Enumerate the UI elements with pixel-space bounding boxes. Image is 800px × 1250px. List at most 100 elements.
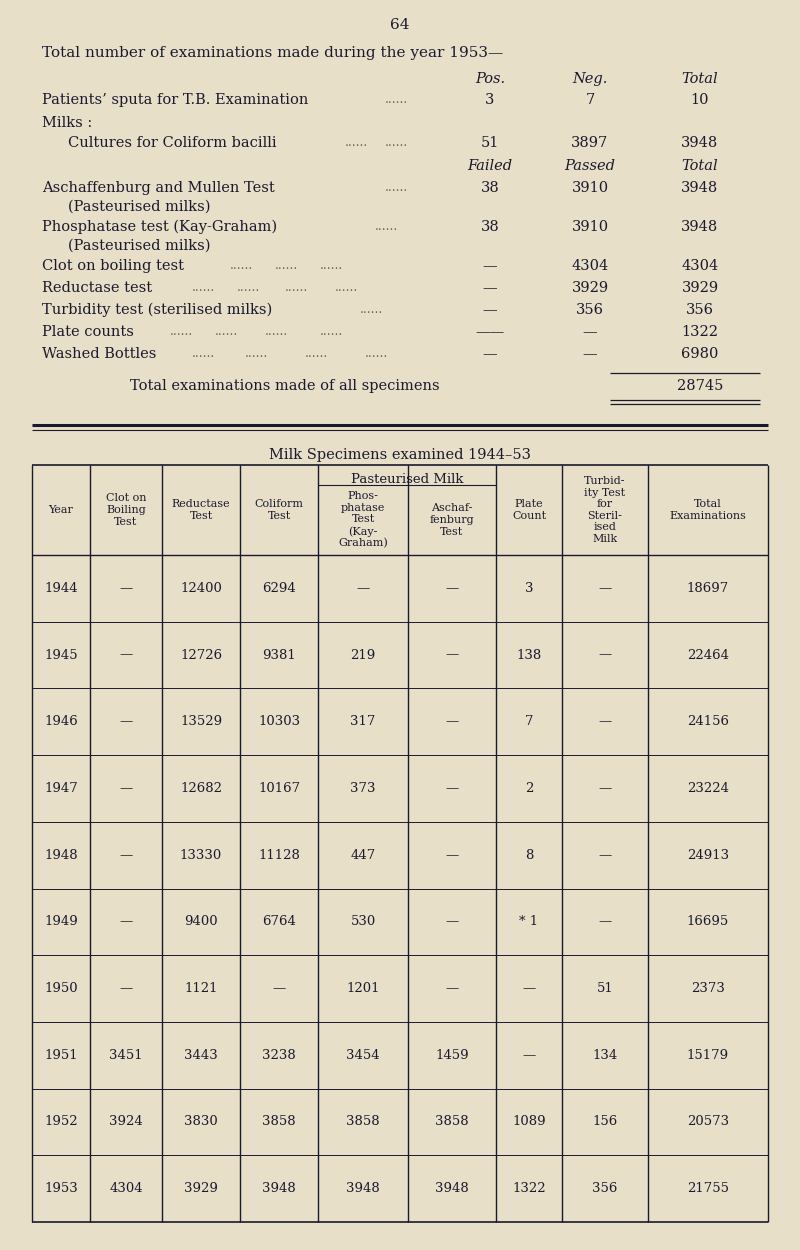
Text: ......: ...... xyxy=(170,325,194,338)
Text: Passed: Passed xyxy=(565,159,615,172)
Text: 10: 10 xyxy=(690,92,710,108)
Text: 3897: 3897 xyxy=(571,136,609,150)
Text: ......: ...... xyxy=(345,136,368,149)
Text: 3910: 3910 xyxy=(571,181,609,195)
Text: 1949: 1949 xyxy=(44,915,78,929)
Text: Turbid-
ity Test
for
Steril-
ised
Milk: Turbid- ity Test for Steril- ised Milk xyxy=(584,476,626,544)
Text: 1952: 1952 xyxy=(44,1115,78,1129)
Text: 356: 356 xyxy=(686,302,714,318)
Text: —: — xyxy=(356,581,370,595)
Text: Pasteurised Milk: Pasteurised Milk xyxy=(350,472,463,486)
Text: 7: 7 xyxy=(525,715,534,729)
Text: —: — xyxy=(598,649,612,661)
Text: 3948: 3948 xyxy=(682,136,718,150)
Text: 3: 3 xyxy=(525,581,534,595)
Text: —: — xyxy=(446,915,458,929)
Text: ......: ...... xyxy=(375,220,398,232)
Text: Patients’ sputa for T.B. Examination: Patients’ sputa for T.B. Examination xyxy=(42,92,308,108)
Text: —: — xyxy=(119,849,133,861)
Text: —: — xyxy=(598,715,612,729)
Text: —: — xyxy=(119,915,133,929)
Text: —: — xyxy=(446,649,458,661)
Text: 3454: 3454 xyxy=(346,1049,380,1061)
Text: 13529: 13529 xyxy=(180,715,222,729)
Text: 24156: 24156 xyxy=(687,715,729,729)
Text: 12682: 12682 xyxy=(180,782,222,795)
Text: —: — xyxy=(482,259,498,272)
Text: ......: ...... xyxy=(265,325,288,338)
Text: 447: 447 xyxy=(350,849,376,861)
Text: —: — xyxy=(582,325,598,339)
Text: 51: 51 xyxy=(597,982,614,995)
Text: —: — xyxy=(522,1049,536,1061)
Text: 21755: 21755 xyxy=(687,1182,729,1195)
Text: Clot on
Boiling
Test: Clot on Boiling Test xyxy=(106,494,146,526)
Text: 3929: 3929 xyxy=(571,281,609,295)
Text: 3238: 3238 xyxy=(262,1049,296,1061)
Text: 530: 530 xyxy=(350,915,376,929)
Text: 1459: 1459 xyxy=(435,1049,469,1061)
Text: ......: ...... xyxy=(385,181,408,194)
Text: 24913: 24913 xyxy=(687,849,729,861)
Text: 1121: 1121 xyxy=(184,982,218,995)
Text: —: — xyxy=(446,782,458,795)
Text: 219: 219 xyxy=(350,649,376,661)
Text: 8: 8 xyxy=(525,849,533,861)
Text: ......: ...... xyxy=(230,259,254,272)
Text: 4304: 4304 xyxy=(571,259,609,272)
Text: 2: 2 xyxy=(525,782,533,795)
Text: 1950: 1950 xyxy=(44,982,78,995)
Text: Total
Examinations: Total Examinations xyxy=(670,499,746,521)
Text: 18697: 18697 xyxy=(687,581,729,595)
Text: Total number of examinations made during the year 1953—: Total number of examinations made during… xyxy=(42,46,503,60)
Text: Plate counts: Plate counts xyxy=(42,325,134,339)
Text: 9381: 9381 xyxy=(262,649,296,661)
Text: 11128: 11128 xyxy=(258,849,300,861)
Text: 1948: 1948 xyxy=(44,849,78,861)
Text: 1089: 1089 xyxy=(512,1115,546,1129)
Text: ......: ...... xyxy=(335,281,358,294)
Text: Plate
Count: Plate Count xyxy=(512,499,546,521)
Text: Milk Specimens examined 1944–53: Milk Specimens examined 1944–53 xyxy=(269,448,531,462)
Text: ......: ...... xyxy=(237,281,260,294)
Text: 22464: 22464 xyxy=(687,649,729,661)
Text: 3924: 3924 xyxy=(109,1115,143,1129)
Text: ......: ...... xyxy=(215,325,238,338)
Text: 1201: 1201 xyxy=(346,982,380,995)
Text: ......: ...... xyxy=(385,136,408,149)
Text: 3948: 3948 xyxy=(262,1182,296,1195)
Text: Phosphatase test (Kay-Graham): Phosphatase test (Kay-Graham) xyxy=(42,220,277,235)
Text: 3830: 3830 xyxy=(184,1115,218,1129)
Text: —: — xyxy=(119,982,133,995)
Text: 1322: 1322 xyxy=(512,1182,546,1195)
Text: Turbidity test (sterilised milks): Turbidity test (sterilised milks) xyxy=(42,302,272,318)
Text: 3858: 3858 xyxy=(346,1115,380,1129)
Text: —: — xyxy=(446,581,458,595)
Text: 317: 317 xyxy=(350,715,376,729)
Text: Total: Total xyxy=(682,72,718,86)
Text: 6764: 6764 xyxy=(262,915,296,929)
Text: ......: ...... xyxy=(385,92,408,106)
Text: 15179: 15179 xyxy=(687,1049,729,1061)
Text: —: — xyxy=(272,982,286,995)
Text: 373: 373 xyxy=(350,782,376,795)
Text: Failed: Failed xyxy=(467,159,513,172)
Text: 6294: 6294 xyxy=(262,581,296,595)
Text: (Pasteurised milks): (Pasteurised milks) xyxy=(68,200,210,214)
Text: Clot on boiling test: Clot on boiling test xyxy=(42,259,184,272)
Text: 3929: 3929 xyxy=(184,1182,218,1195)
Text: ......: ...... xyxy=(360,302,383,316)
Text: —: — xyxy=(598,581,612,595)
Text: 7: 7 xyxy=(586,92,594,108)
Text: 156: 156 xyxy=(592,1115,618,1129)
Text: —: — xyxy=(598,849,612,861)
Text: ......: ...... xyxy=(320,325,343,338)
Text: Reductase
Test: Reductase Test xyxy=(172,499,230,521)
Text: —: — xyxy=(522,982,536,995)
Text: 3443: 3443 xyxy=(184,1049,218,1061)
Text: —: — xyxy=(119,715,133,729)
Text: 51: 51 xyxy=(481,136,499,150)
Text: Aschaffenburg and Mullen Test: Aschaffenburg and Mullen Test xyxy=(42,181,274,195)
Text: —: — xyxy=(119,649,133,661)
Text: 356: 356 xyxy=(576,302,604,318)
